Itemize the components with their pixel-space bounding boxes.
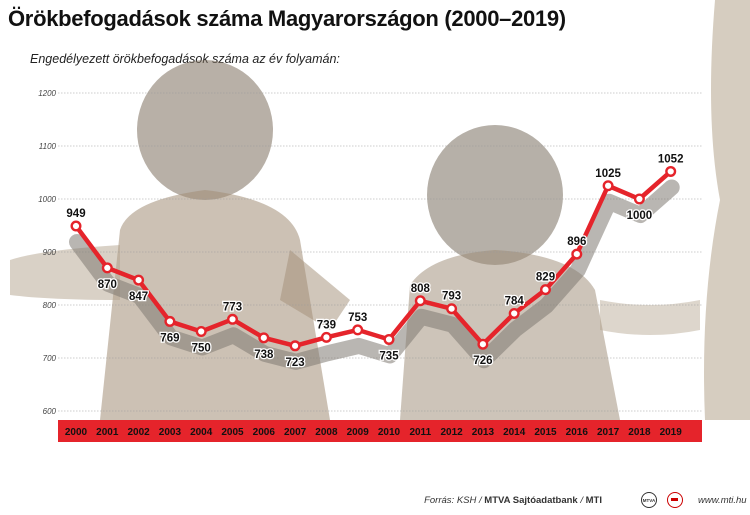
x-tick-label: 2005 <box>221 427 244 438</box>
x-tick-label: 2004 <box>190 427 213 438</box>
source-prefix: Forrás: KSH / <box>424 495 485 506</box>
data-label: 739 <box>317 319 336 331</box>
data-point <box>226 313 238 325</box>
data-point <box>633 193 645 205</box>
data-point <box>477 338 489 350</box>
x-tick-label: 2014 <box>503 427 526 438</box>
data-point <box>571 248 583 260</box>
data-point <box>258 332 270 344</box>
data-point <box>602 180 614 192</box>
source-credit: Forrás: KSH / MTVA Sajtóadatbank / MTI <box>424 495 602 506</box>
x-tick-label: 2002 <box>127 427 150 438</box>
mtva-logo-text: MTVA <box>642 498 656 503</box>
data-point <box>352 324 364 336</box>
data-labels: 949 870 847 769 750 773 738 723 739 753 735 808 793 7… <box>65 152 685 370</box>
x-tick-label: 2009 <box>347 427 370 438</box>
x-tick-labels: 2000 2001 2002 2003 2004 2005 2006 2007 2008 2009… <box>65 427 682 438</box>
y-tick-label: 1000 <box>38 195 56 204</box>
y-tick-label: 800 <box>43 301 57 310</box>
data-label: 1000 <box>627 210 653 222</box>
x-tick-label: 2008 <box>315 427 338 438</box>
source-publisher: MTVA Sajtóadatbank <box>484 495 578 506</box>
footer: Forrás: KSH / MTVA Sajtóadatbank / MTI M… <box>0 486 750 515</box>
x-tick-label: 2010 <box>378 427 401 438</box>
x-tick-label: 2007 <box>284 427 307 438</box>
data-label: 738 <box>254 349 274 361</box>
data-point <box>101 262 113 274</box>
data-point <box>383 333 395 345</box>
data-label: 847 <box>129 291 148 303</box>
data-point <box>70 220 82 232</box>
x-tick-label: 2003 <box>159 427 182 438</box>
x-tick-label: 2001 <box>96 427 119 438</box>
data-point <box>289 340 301 352</box>
x-tick-label: 2013 <box>472 427 495 438</box>
mtva-logo-icon: MTVA <box>641 492 657 508</box>
data-label: 773 <box>223 301 242 313</box>
data-label: 784 <box>505 295 525 307</box>
data-point <box>446 303 458 315</box>
data-label: 723 <box>286 357 305 369</box>
mti-logo-icon <box>667 492 683 508</box>
x-tick-label: 2018 <box>628 427 651 438</box>
data-point <box>195 326 207 338</box>
data-label: 750 <box>192 343 211 355</box>
y-tick-label: 700 <box>43 354 57 363</box>
x-tick-label: 2019 <box>660 427 683 438</box>
y-tick-label: 1200 <box>38 89 56 98</box>
data-label: 1052 <box>658 153 684 165</box>
data-label: 726 <box>473 355 492 367</box>
x-tick-label: 2016 <box>566 427 589 438</box>
x-tick-label: 2012 <box>440 427 463 438</box>
data-point <box>508 307 520 319</box>
chart-title: Örökbefogadások száma Magyarországon (20… <box>8 6 566 31</box>
y-tick-labels: 600 700 800 900 1000 1100 1200 <box>38 89 56 416</box>
data-point <box>320 331 332 343</box>
y-tick-label: 600 <box>43 407 57 416</box>
data-points <box>70 165 677 352</box>
data-point <box>414 295 426 307</box>
data-label: 753 <box>348 312 367 324</box>
source-agency: MTI <box>585 495 602 506</box>
chart-subtitle: Engedélyezett örökbefogadások száma az é… <box>30 52 340 66</box>
x-tick-label: 2011 <box>409 427 431 438</box>
data-label: 896 <box>567 236 586 248</box>
data-point <box>665 165 677 177</box>
data-label: 870 <box>98 279 117 291</box>
y-tick-label: 1100 <box>39 142 57 151</box>
data-label: 793 <box>442 291 461 303</box>
data-point <box>133 274 145 286</box>
x-axis-bar <box>58 420 702 442</box>
data-label: 808 <box>411 283 431 295</box>
data-label: 769 <box>160 332 179 344</box>
source-separator: / <box>577 495 586 506</box>
data-label: 1025 <box>595 168 621 180</box>
x-tick-label: 2015 <box>534 427 557 438</box>
x-tick-label: 2017 <box>597 427 620 438</box>
y-tick-label: 900 <box>43 248 57 257</box>
data-label: 829 <box>536 272 555 284</box>
x-tick-label: 2000 <box>65 427 88 438</box>
x-tick-label: 2006 <box>253 427 276 438</box>
data-point <box>540 284 552 296</box>
site-url[interactable]: www.mti.hu <box>698 495 747 506</box>
data-label: 735 <box>379 350 399 362</box>
data-label: 949 <box>66 208 85 220</box>
data-point <box>164 315 176 327</box>
series-shadow-line <box>69 179 680 370</box>
